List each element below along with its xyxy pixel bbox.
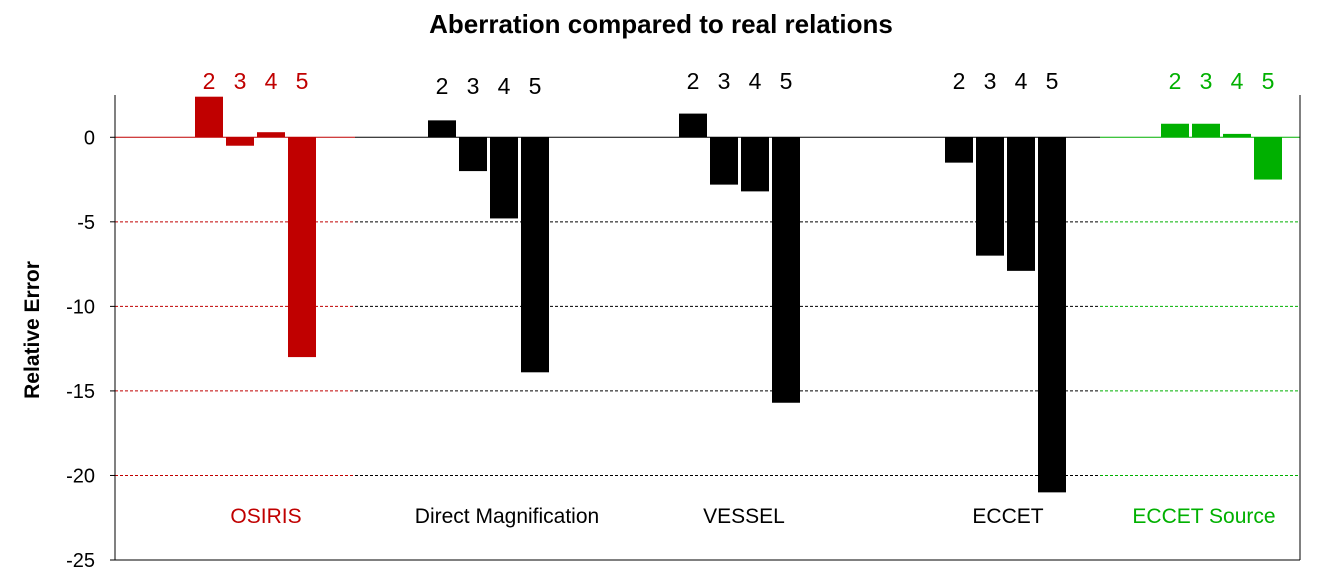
category-label: 2 <box>436 73 449 99</box>
category-label: 2 <box>203 68 216 94</box>
bar-direct-magnification-2 <box>428 120 456 138</box>
category-label: 2 <box>687 68 700 94</box>
axes <box>110 95 1301 561</box>
bar-vessel-2 <box>679 113 707 138</box>
bar-eccet-source-5 <box>1254 137 1282 180</box>
category-label: 4 <box>1015 68 1028 94</box>
bar-eccet-2 <box>945 137 973 163</box>
category-label: 3 <box>234 68 247 94</box>
y-tick-label: -20 <box>66 465 95 487</box>
category-label: 3 <box>984 68 997 94</box>
category-label: 4 <box>749 68 762 94</box>
y-tick-label: -15 <box>66 381 95 403</box>
group-label: OSIRIS <box>230 505 301 528</box>
bar-eccet-source-4 <box>1223 133 1251 138</box>
bars <box>195 96 1282 493</box>
y-tick-label: -5 <box>77 212 95 234</box>
bar-vessel-5 <box>772 137 800 403</box>
bar-osiris-5 <box>288 137 316 358</box>
bar-eccet-source-3 <box>1192 123 1220 138</box>
bar-direct-magnification-5 <box>521 137 549 373</box>
bar-direct-magnification-3 <box>459 137 487 172</box>
category-label: 5 <box>1262 68 1275 94</box>
category-label: 5 <box>529 73 542 99</box>
bar-osiris-2 <box>195 96 223 138</box>
group-label: ECCET <box>972 505 1043 528</box>
y-tick-label: -10 <box>66 296 95 318</box>
category-label: 3 <box>467 73 480 99</box>
y-tick-label: 0 <box>84 127 95 149</box>
group-label: VESSEL <box>703 505 785 528</box>
category-label: 2 <box>1169 68 1182 94</box>
group-label: Direct Magnification <box>415 505 599 528</box>
bar-direct-magnification-4 <box>490 137 518 219</box>
category-label: 3 <box>718 68 731 94</box>
group-label: ECCET Source <box>1132 505 1275 528</box>
category-label: 5 <box>1046 68 1059 94</box>
bar-osiris-3 <box>226 137 254 146</box>
bar-eccet-4 <box>1007 137 1035 271</box>
category-label: 5 <box>296 68 309 94</box>
bar-osiris-4 <box>257 132 285 138</box>
y-tick-label: -25 <box>66 550 95 572</box>
category-label: 2 <box>953 68 966 94</box>
bar-vessel-3 <box>710 137 738 185</box>
bar-eccet-5 <box>1038 137 1066 493</box>
bar-eccet-source-2 <box>1161 123 1189 138</box>
category-label: 5 <box>780 68 793 94</box>
chart-title: Aberration compared to real relations <box>429 9 893 39</box>
y-tick-labels: 0 -5 -10 -15 -20 -25 <box>66 127 95 572</box>
bar-vessel-4 <box>741 137 769 192</box>
category-label: 4 <box>265 68 278 94</box>
bar-eccet-3 <box>976 137 1004 256</box>
category-label: 4 <box>498 73 511 99</box>
y-axis-label: Relative Error <box>21 261 44 399</box>
category-label: 3 <box>1200 68 1213 94</box>
category-label: 4 <box>1231 68 1244 94</box>
